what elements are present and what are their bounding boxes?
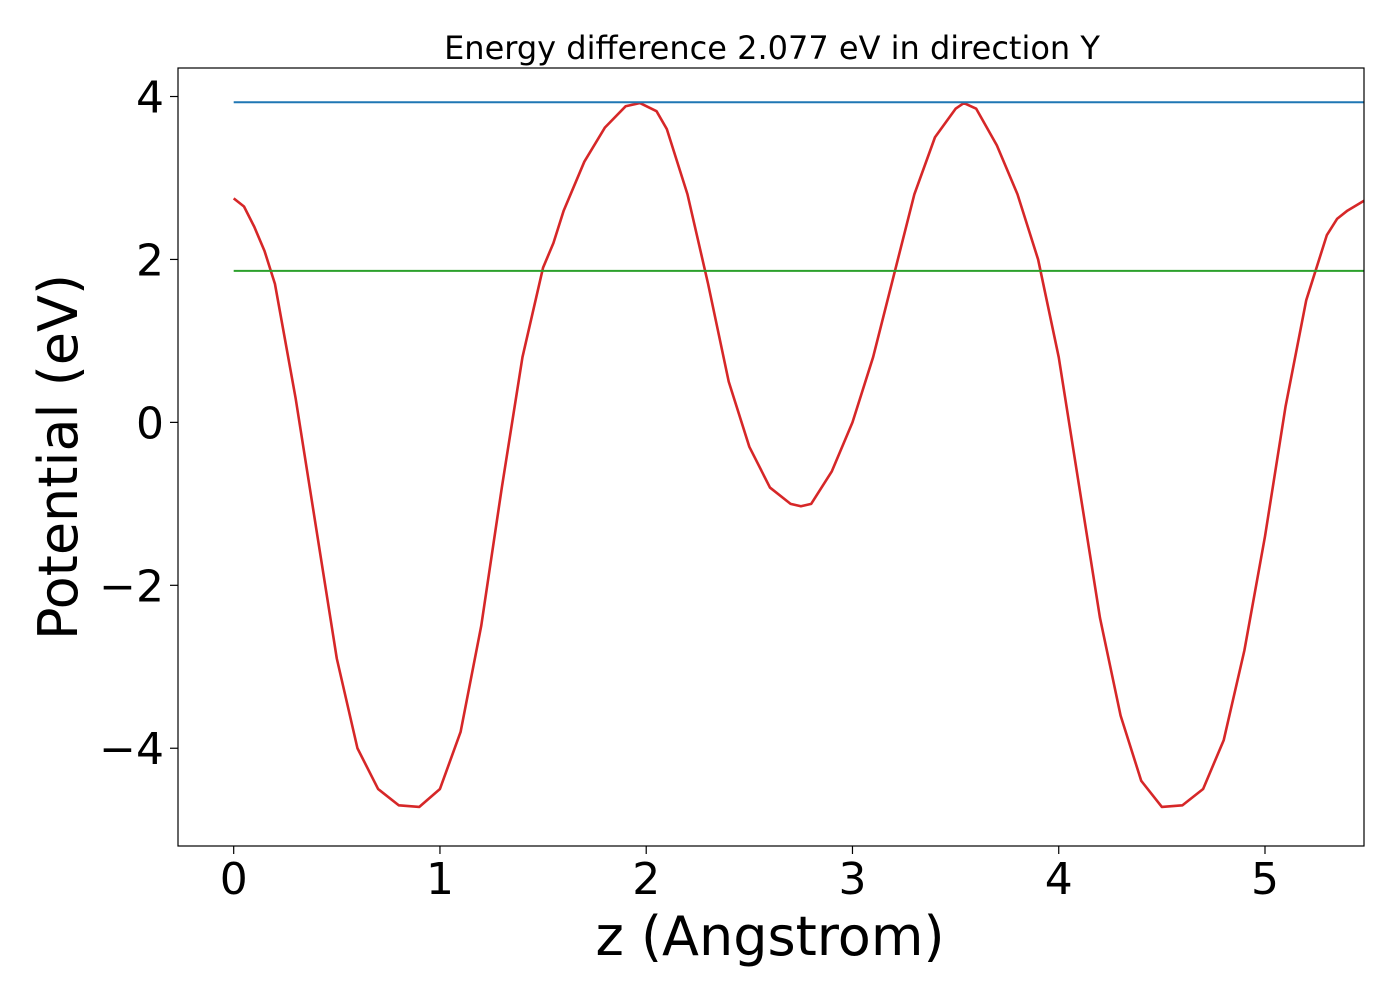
y-tick-label: 4 bbox=[136, 73, 164, 124]
plot-background bbox=[178, 68, 1364, 846]
x-tick-label: 3 bbox=[838, 854, 866, 905]
chart-title: Energy difference 2.077 eV in direction … bbox=[444, 29, 1100, 67]
ticks-layer: 0 1 2 3 4 5 −4 −2 0 2 4 bbox=[99, 73, 1279, 905]
axes-frame bbox=[177, 67, 1365, 847]
y-tick-label: 2 bbox=[136, 235, 164, 286]
y-axis-label: Potential (eV) bbox=[27, 274, 90, 640]
x-tick-label: 2 bbox=[632, 854, 660, 905]
x-tick-label: 1 bbox=[426, 854, 454, 905]
y-tick-label: 0 bbox=[136, 398, 164, 449]
x-axis-label: z (Angstrom) bbox=[595, 905, 944, 968]
plot-area bbox=[178, 68, 1364, 846]
y-tick-label: −4 bbox=[99, 724, 164, 775]
potential-curve-line bbox=[232, 101, 1365, 809]
x-tick-label: 0 bbox=[220, 854, 248, 905]
series-layer bbox=[232, 101, 1365, 809]
x-tick-label: 4 bbox=[1045, 854, 1073, 905]
x-tick-label: 5 bbox=[1251, 854, 1279, 905]
y-tick-label: −2 bbox=[99, 561, 164, 612]
